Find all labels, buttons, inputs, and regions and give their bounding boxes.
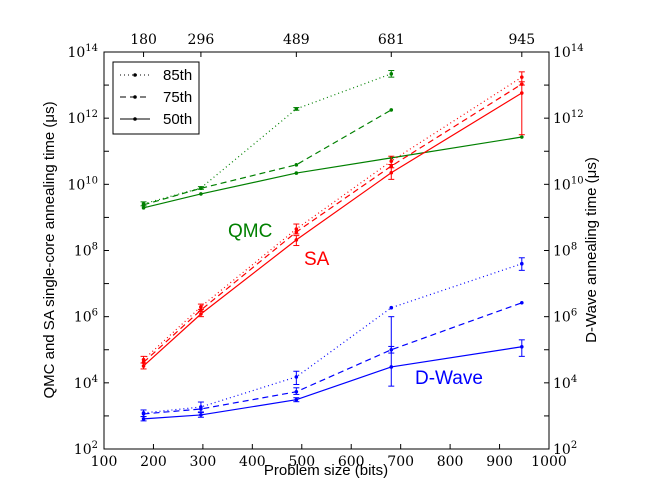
data-point xyxy=(141,364,146,368)
data-point xyxy=(389,365,394,369)
x-tick-label: 600 xyxy=(338,454,365,470)
data-point xyxy=(294,230,299,234)
legend-marker-50th xyxy=(133,117,137,121)
data-point xyxy=(141,357,146,362)
y-tick-label-left: 1012 xyxy=(67,109,98,127)
top-x-tick-label: 180 xyxy=(130,32,157,48)
data-point xyxy=(199,304,203,309)
y-tick-label-left: 1010 xyxy=(67,175,98,193)
y-tick-label-right: 102 xyxy=(553,440,577,458)
data-point xyxy=(199,413,203,417)
data-point xyxy=(141,412,146,416)
series-line xyxy=(143,92,523,367)
data-point xyxy=(389,164,394,168)
data-point xyxy=(520,300,524,305)
y-axis-label-right: D-Wave annealing time (μs) xyxy=(583,157,600,343)
series-d-wave-50th xyxy=(140,316,525,422)
y-tick-label-right: 108 xyxy=(553,242,577,260)
series-d-wave-85th xyxy=(140,257,525,418)
y-tick-label-left: 106 xyxy=(74,308,98,326)
data-point xyxy=(520,75,524,79)
data-point xyxy=(520,91,524,95)
data-point xyxy=(294,107,299,111)
x-axis-label: Problem size (bits) xyxy=(264,462,388,479)
y-tick-label-right: 1014 xyxy=(553,43,584,61)
data-point xyxy=(294,238,299,242)
legend: 85th 75th 50th xyxy=(112,61,200,135)
series-line xyxy=(143,302,523,415)
series-line xyxy=(143,263,522,414)
data-point xyxy=(389,108,394,112)
series-line xyxy=(143,76,523,361)
data-point xyxy=(389,72,394,76)
x-tick-label: 200 xyxy=(140,454,167,470)
top-x-tick-label: 489 xyxy=(283,32,310,48)
data-point xyxy=(389,305,394,310)
y-tick-label-right: 1010 xyxy=(553,175,584,193)
series-layer xyxy=(140,70,525,422)
series-qmc-50th xyxy=(141,135,524,210)
data-point xyxy=(520,261,524,266)
legend-label-75th: 75th xyxy=(163,89,192,106)
series-sa-50th xyxy=(140,84,525,370)
x-tick-label: 900 xyxy=(486,454,513,470)
data-point xyxy=(199,312,203,316)
y-tick-label-left: 1014 xyxy=(67,43,98,61)
x-tick-label: 1000 xyxy=(531,454,567,470)
top-x-tick-label: 681 xyxy=(378,32,405,48)
legend-label-50th: 50th xyxy=(163,111,192,128)
legend-marker-85th xyxy=(133,73,137,77)
data-point xyxy=(141,206,146,210)
y-tick-label-right: 1012 xyxy=(553,109,584,127)
legend-marker-75th xyxy=(133,95,137,99)
legend-box xyxy=(112,61,200,135)
axes-layer: 100 200 300 400 500 600 700 800 900 1000 180 296 489… xyxy=(67,32,583,470)
series-d-wave-75th xyxy=(141,300,524,416)
annotation-sa: SA xyxy=(304,249,330,270)
series-qmc-75th xyxy=(141,108,394,207)
series-line xyxy=(143,83,523,363)
annotation-qmc: QMC xyxy=(228,221,272,242)
y-tick-label-left: 104 xyxy=(74,374,98,392)
x-tick-label: 300 xyxy=(190,454,217,470)
top-x-tick-label: 945 xyxy=(508,32,535,48)
data-point xyxy=(520,135,524,139)
x-tick-label: 400 xyxy=(239,454,266,470)
series-line xyxy=(143,109,392,206)
data-point xyxy=(294,389,299,394)
data-point xyxy=(294,397,299,402)
y-tick-label-left: 108 xyxy=(74,242,98,260)
x-tick-label: 100 xyxy=(91,454,118,470)
data-point xyxy=(294,163,299,167)
x-tick-label: 700 xyxy=(387,454,414,470)
data-point xyxy=(141,203,146,207)
data-point xyxy=(520,344,524,349)
annotation-dwave: D-Wave xyxy=(415,368,483,389)
data-point xyxy=(199,407,203,411)
y-tick-label-right: 106 xyxy=(553,308,577,326)
data-point xyxy=(199,192,203,196)
top-x-tick-label: 296 xyxy=(188,32,215,48)
x-tick-label: 800 xyxy=(437,454,464,470)
data-point xyxy=(389,170,394,175)
y-tick-label-right: 104 xyxy=(553,374,577,392)
data-point xyxy=(294,227,299,231)
data-point xyxy=(199,186,203,191)
y-axis-label-left: QMC and SA single-core annealing time (μ… xyxy=(41,101,58,398)
data-point xyxy=(141,417,146,421)
series-line xyxy=(143,136,522,209)
x-tick-label: 500 xyxy=(288,454,315,470)
data-point xyxy=(294,171,299,175)
data-point xyxy=(389,159,394,163)
data-point xyxy=(294,375,299,379)
legend-label-85th: 85th xyxy=(163,67,192,84)
y-tick-label-left: 102 xyxy=(74,440,98,458)
